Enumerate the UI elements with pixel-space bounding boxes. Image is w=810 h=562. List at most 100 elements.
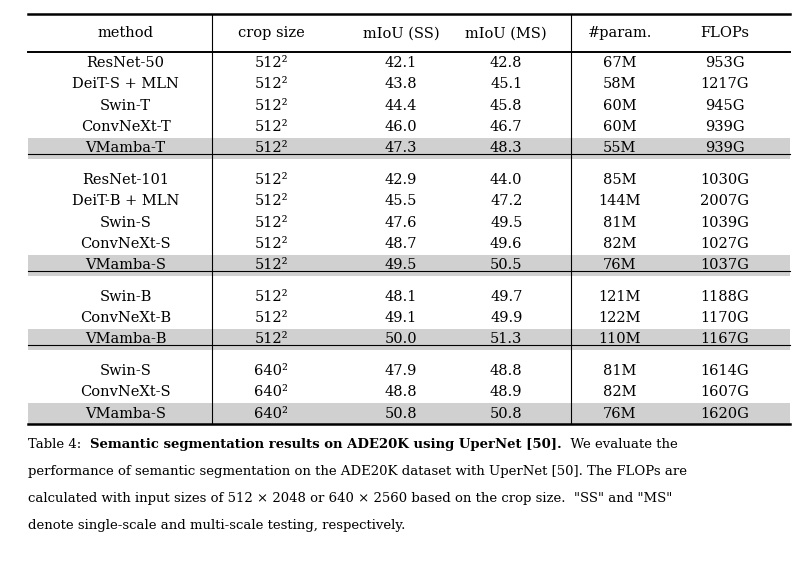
Text: 44.0: 44.0 <box>490 173 522 187</box>
Text: Semantic segmentation results on ADE20K using UperNet [50].: Semantic segmentation results on ADE20K … <box>90 438 562 451</box>
Text: 1030G: 1030G <box>701 173 749 187</box>
Text: 49.5: 49.5 <box>490 216 522 229</box>
Text: 81M: 81M <box>603 216 637 229</box>
Text: 67M: 67M <box>603 56 637 70</box>
Text: FLOPs: FLOPs <box>701 26 749 40</box>
Text: 51.3: 51.3 <box>490 333 522 346</box>
Text: 640²: 640² <box>254 364 288 378</box>
Text: 1039G: 1039G <box>701 216 749 229</box>
Text: 121M: 121M <box>599 290 641 303</box>
Text: 47.2: 47.2 <box>490 194 522 208</box>
Text: 939G: 939G <box>706 120 744 134</box>
Text: ConvNeXt-S: ConvNeXt-S <box>80 386 171 399</box>
Text: 2007G: 2007G <box>701 194 749 208</box>
Text: 42.9: 42.9 <box>385 173 417 187</box>
Text: 512²: 512² <box>254 194 288 208</box>
Text: 945G: 945G <box>706 99 744 112</box>
Text: 512²: 512² <box>254 120 288 134</box>
Text: Swin-S: Swin-S <box>100 364 151 378</box>
Text: 50.8: 50.8 <box>385 407 417 420</box>
Text: #param.: #param. <box>587 26 652 40</box>
Text: 45.5: 45.5 <box>385 194 417 208</box>
Text: 640²: 640² <box>254 407 288 420</box>
Text: Swin-B: Swin-B <box>100 290 151 303</box>
Text: 1620G: 1620G <box>701 407 749 420</box>
Text: VMamba-S: VMamba-S <box>85 407 166 420</box>
Text: 60M: 60M <box>603 99 637 112</box>
Text: 1167G: 1167G <box>701 333 749 346</box>
Text: 939G: 939G <box>706 142 744 155</box>
Text: 953G: 953G <box>706 56 744 70</box>
Text: 58M: 58M <box>603 78 637 91</box>
Text: DeiT-S + MLN: DeiT-S + MLN <box>72 78 179 91</box>
Text: 43.8: 43.8 <box>385 78 417 91</box>
Text: 46.7: 46.7 <box>490 120 522 134</box>
Text: 512²: 512² <box>254 259 288 272</box>
Text: 49.6: 49.6 <box>490 237 522 251</box>
Bar <box>28 255 790 276</box>
Text: denote single-scale and multi-scale testing, respectively.: denote single-scale and multi-scale test… <box>28 519 406 532</box>
Text: 42.8: 42.8 <box>490 56 522 70</box>
Text: method: method <box>97 26 154 40</box>
Text: 512²: 512² <box>254 237 288 251</box>
Text: 48.8: 48.8 <box>490 364 522 378</box>
Text: 144M: 144M <box>599 194 641 208</box>
Text: 47.3: 47.3 <box>385 142 417 155</box>
Text: Swin-T: Swin-T <box>100 99 151 112</box>
Text: 50.5: 50.5 <box>490 259 522 272</box>
Text: 512²: 512² <box>254 142 288 155</box>
Text: Swin-S: Swin-S <box>100 216 151 229</box>
Text: 49.9: 49.9 <box>490 311 522 325</box>
Text: 82M: 82M <box>603 237 637 251</box>
Text: 60M: 60M <box>603 120 637 134</box>
Text: ConvNeXt-B: ConvNeXt-B <box>80 311 171 325</box>
Text: 47.6: 47.6 <box>385 216 417 229</box>
Text: Table 4:: Table 4: <box>28 438 90 451</box>
Text: 512²: 512² <box>254 173 288 187</box>
Text: 50.8: 50.8 <box>490 407 522 420</box>
Text: 110M: 110M <box>599 333 641 346</box>
Text: ConvNeXt-T: ConvNeXt-T <box>81 120 170 134</box>
Text: 48.9: 48.9 <box>490 386 522 399</box>
Text: 49.1: 49.1 <box>385 311 417 325</box>
Text: 1037G: 1037G <box>701 259 749 272</box>
Text: 85M: 85M <box>603 173 637 187</box>
Text: 50.0: 50.0 <box>385 333 417 346</box>
Text: 512²: 512² <box>254 333 288 346</box>
Text: 512²: 512² <box>254 56 288 70</box>
Text: 640²: 640² <box>254 386 288 399</box>
Bar <box>28 329 790 350</box>
Text: 1607G: 1607G <box>701 386 749 399</box>
Text: crop size: crop size <box>238 26 305 40</box>
Text: 512²: 512² <box>254 78 288 91</box>
Text: VMamba-B: VMamba-B <box>85 333 166 346</box>
Text: We evaluate the: We evaluate the <box>562 438 678 451</box>
Text: 512²: 512² <box>254 216 288 229</box>
Text: 44.4: 44.4 <box>385 99 417 112</box>
Text: 512²: 512² <box>254 311 288 325</box>
Text: 49.7: 49.7 <box>490 290 522 303</box>
Text: 46.0: 46.0 <box>385 120 417 134</box>
Text: 1614G: 1614G <box>701 364 749 378</box>
Text: 45.8: 45.8 <box>490 99 522 112</box>
Text: 512²: 512² <box>254 290 288 303</box>
Bar <box>28 138 790 159</box>
Text: 76M: 76M <box>603 407 637 420</box>
Bar <box>28 403 790 424</box>
Text: 47.9: 47.9 <box>385 364 417 378</box>
Text: mIoU (MS): mIoU (MS) <box>466 26 547 40</box>
Text: 1027G: 1027G <box>701 237 749 251</box>
Text: 81M: 81M <box>603 364 637 378</box>
Text: 1188G: 1188G <box>701 290 749 303</box>
Text: mIoU (SS): mIoU (SS) <box>363 26 439 40</box>
Text: 1170G: 1170G <box>701 311 749 325</box>
Text: 48.1: 48.1 <box>385 290 417 303</box>
Text: 48.8: 48.8 <box>385 386 417 399</box>
Text: DeiT-B + MLN: DeiT-B + MLN <box>72 194 179 208</box>
Text: VMamba-T: VMamba-T <box>86 142 165 155</box>
Text: performance of semantic segmentation on the ADE20K dataset with UperNet [50]. Th: performance of semantic segmentation on … <box>28 465 688 478</box>
Text: 512²: 512² <box>254 99 288 112</box>
Text: 1217G: 1217G <box>701 78 749 91</box>
Text: 76M: 76M <box>603 259 637 272</box>
Text: 55M: 55M <box>603 142 637 155</box>
